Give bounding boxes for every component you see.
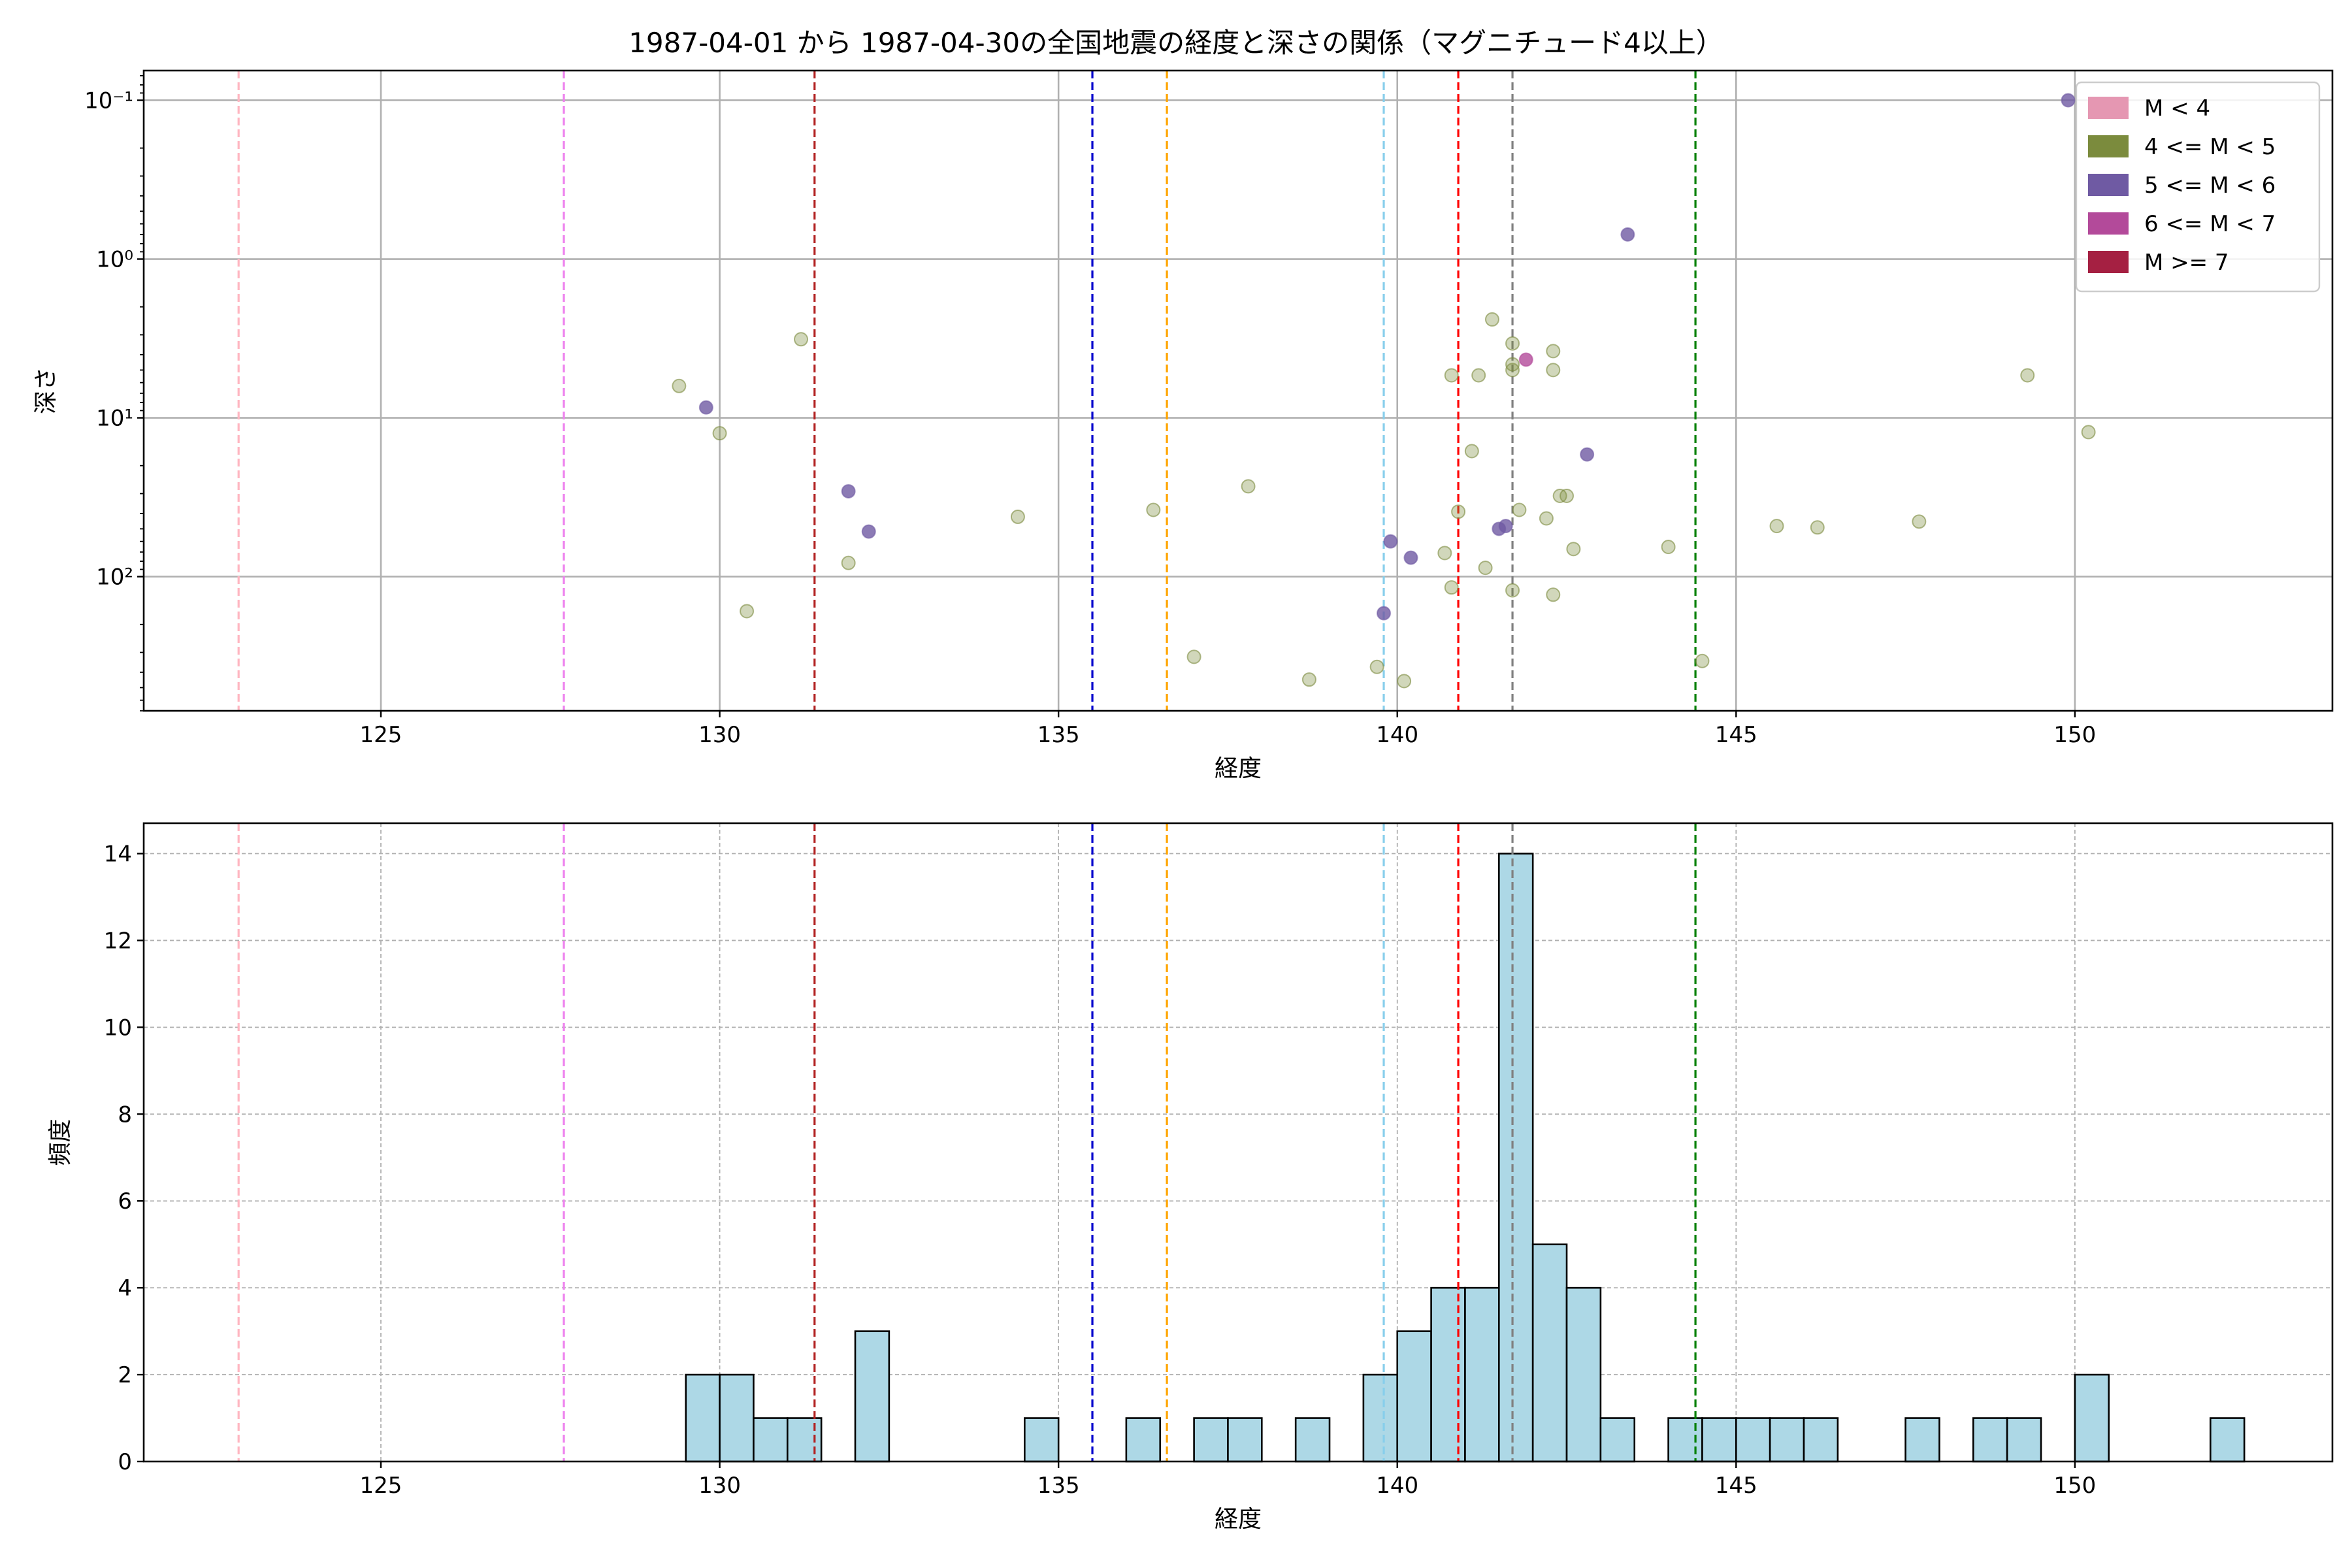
scatter-xtick-label: 140 xyxy=(1376,722,1418,748)
scatter-point xyxy=(841,483,856,498)
scatter-point xyxy=(794,332,809,347)
scatter-ytick-label: 10² xyxy=(96,564,133,591)
scatter-point xyxy=(1810,520,1825,535)
scatter-point xyxy=(1505,357,1520,372)
scatter-point xyxy=(1912,514,1927,529)
legend-box xyxy=(2075,81,2321,293)
scatter-point xyxy=(1403,550,1418,565)
scatter-point xyxy=(1505,363,1520,378)
scatter-point xyxy=(672,378,687,393)
scatter-point xyxy=(1546,363,1561,378)
scatter-xtick-label: 135 xyxy=(1037,722,1080,748)
scatter-point xyxy=(1505,583,1520,598)
legend-label: 5 <= M < 6 xyxy=(2144,172,2276,199)
scatter-point xyxy=(1620,227,1635,242)
scatter-point xyxy=(1146,502,1161,517)
scatter-point xyxy=(1769,519,1784,534)
scatter-point xyxy=(1661,540,1676,555)
scatter-point xyxy=(1498,519,1513,534)
scatter-xlabel: 経度 xyxy=(1215,755,1262,782)
scatter-ytick-label: 10⁻¹ xyxy=(84,88,133,114)
scatter-point xyxy=(1397,674,1412,689)
scatter-ytick-label: 10⁰ xyxy=(96,247,133,273)
scatter-point xyxy=(1546,587,1561,602)
scatter-ytick-label: 10¹ xyxy=(96,406,133,432)
scatter-point xyxy=(1484,312,1499,327)
legend-label: M < 4 xyxy=(2144,95,2210,122)
scatter-point xyxy=(861,524,876,539)
scatter-point xyxy=(712,426,727,441)
scatter-point xyxy=(1695,653,1710,668)
scatter-point xyxy=(740,604,755,619)
legend-label: M >= 7 xyxy=(2144,250,2229,276)
scatter-xtick-label: 125 xyxy=(360,722,402,748)
scatter-point xyxy=(2061,93,2076,108)
scatter-frame xyxy=(142,69,2334,712)
legend-swatch xyxy=(2088,135,2129,157)
scatter-ylabel: 深さ xyxy=(33,367,59,414)
scatter-point xyxy=(2020,368,2035,383)
scatter-point xyxy=(1518,352,1533,367)
scatter-point xyxy=(1505,336,1520,351)
figure-title: 1987-04-01 から 1987-04-30の全国地震の経度と深さの関係（マ… xyxy=(629,27,1723,59)
scatter-point xyxy=(1376,606,1391,621)
scatter-point xyxy=(1580,447,1595,462)
scatter-point xyxy=(1560,488,1575,503)
scatter-legend: M < 4 4 <= M < 5 5 <= M < 6 6 <= M < 7 M >= … xyxy=(2075,81,2321,293)
scatter-point xyxy=(2081,425,2096,440)
scatter-point xyxy=(1369,659,1384,674)
scatter-point xyxy=(1471,368,1486,383)
scatter-point xyxy=(1186,649,1201,664)
scatter-point xyxy=(1010,510,1025,525)
scatter-reference-lines xyxy=(237,71,1697,711)
scatter-axes: 125 130 135 140 145 150 10⁻¹ 10⁰ 10¹ 10² 経度 深さ xyxy=(33,69,2334,782)
scatter-xtick-label: 130 xyxy=(698,722,741,748)
scatter-point xyxy=(1546,344,1561,359)
scatter-point xyxy=(1512,502,1527,517)
scatter-point xyxy=(1566,542,1581,557)
scatter-point xyxy=(1464,444,1479,459)
legend-swatch xyxy=(2088,174,2129,196)
scatter-grid xyxy=(144,71,2332,711)
scatter-point xyxy=(1444,580,1459,595)
legend-swatch xyxy=(2088,251,2129,273)
legend-label: 4 <= M < 5 xyxy=(2144,134,2276,160)
scatter-point xyxy=(1444,368,1459,383)
scatter-point xyxy=(1301,672,1316,687)
scatter-xtick-label: 150 xyxy=(2053,722,2096,748)
scatter-point xyxy=(698,400,713,415)
scatter-point xyxy=(1539,511,1554,526)
scatter-xtick-label: 145 xyxy=(1715,722,1757,748)
scatter-point xyxy=(1451,504,1466,519)
legend-swatch xyxy=(2088,212,2129,235)
scatter-point xyxy=(1478,561,1493,576)
scatter-point xyxy=(1437,546,1452,561)
scatter-point xyxy=(1383,534,1398,549)
scatter-points xyxy=(672,93,2096,689)
scatter-point xyxy=(1241,479,1256,494)
legend-swatch xyxy=(2088,97,2129,119)
scatter-point xyxy=(841,555,856,570)
legend-label: 6 <= M < 7 xyxy=(2144,211,2276,237)
